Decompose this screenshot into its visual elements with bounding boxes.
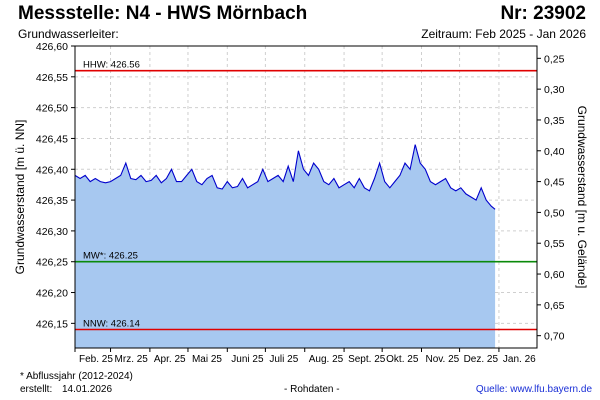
y2-tick-label: 0,30 (544, 84, 565, 96)
x-tick-label: Mai 25 (192, 354, 222, 365)
reference-lines: HHW: 426.56 MW*: 426.25 NNW: 426.14 (75, 60, 537, 331)
y-tick-label: 426,20 (36, 288, 68, 300)
x-tick-label: Okt. 25 (386, 354, 419, 365)
period-label: Zeitraum: Feb 2025 - Jan 2026 (421, 27, 586, 41)
y-tick-label: 426,30 (36, 226, 68, 238)
y-tick-label: 426,60 (36, 41, 68, 53)
reference-label: HHW: 426.56 (83, 60, 140, 71)
series-line (74, 144, 496, 210)
y2-tick-label: 0,60 (544, 269, 565, 281)
series-area-fill (75, 144, 496, 348)
station-number: Nr: 23902 (500, 3, 586, 24)
y2-tick-label: 0,40 (544, 146, 565, 158)
footnote: * Abflussjahr (2012-2024) (20, 371, 133, 382)
x-tick-label: Juni 25 (231, 354, 264, 365)
y2-tick-label: 0,65 (544, 300, 565, 312)
raw-data-note: - Rohdaten - (284, 384, 340, 395)
x-tick-label: Feb. 25 (79, 354, 113, 365)
x-tick-label: Nov. 25 (426, 354, 460, 365)
plot-frame (74, 45, 538, 349)
created-date: 14.01.2026 (62, 384, 113, 395)
created-label: erstellt: (20, 384, 53, 395)
y-axis-label: Grundwasserstand [m ü. NN] (13, 120, 27, 275)
x-tick-label: Juli 25 (269, 354, 298, 365)
y2-tick-label: 0,45 (544, 177, 565, 189)
y2-tick-label: 0,55 (544, 238, 565, 250)
y2-tick-label: 0,70 (544, 331, 565, 343)
y2-tick-label: 0,50 (544, 207, 565, 219)
y2-tick-label: 0,25 (544, 53, 565, 65)
y-tick-label: 426,25 (36, 257, 68, 269)
x-tick-label: Aug. 25 (309, 354, 344, 365)
y-tick-label: 426,55 (36, 72, 68, 84)
x-tick-label: Apr. 25 (154, 354, 186, 365)
reference-label: MW*: 426.25 (83, 251, 138, 262)
x-tick-label: Jan. 26 (503, 354, 536, 365)
reference-label: NNW: 426.14 (83, 319, 140, 330)
y2-axis-label: Grundwasserstand [m u. Gelände] (575, 106, 589, 289)
x-tick-label: Sept. 25 (348, 354, 386, 365)
axes: 426,60 426,55 426,50 426,45 426,40 426,35 426,… (36, 41, 565, 365)
x-tick-label: Mrz. 25 (115, 354, 149, 365)
aquifer-label: Grundwasserleiter: (18, 27, 119, 41)
y-tick-label: 426,40 (36, 164, 68, 176)
y-tick-label: 426,15 (36, 318, 68, 330)
y-tick-label: 426,50 (36, 103, 68, 115)
page-title: Messstelle: N4 - HWS Mörnbach (18, 3, 308, 24)
source-link[interactable]: Quelle: www.lfu.bayern.de (475, 384, 592, 395)
y-tick-label: 426,45 (36, 133, 68, 145)
y2-tick-label: 0,35 (544, 115, 565, 127)
x-tick-label: Dez. 25 (464, 354, 499, 365)
y-tick-label: 426,35 (36, 195, 68, 207)
